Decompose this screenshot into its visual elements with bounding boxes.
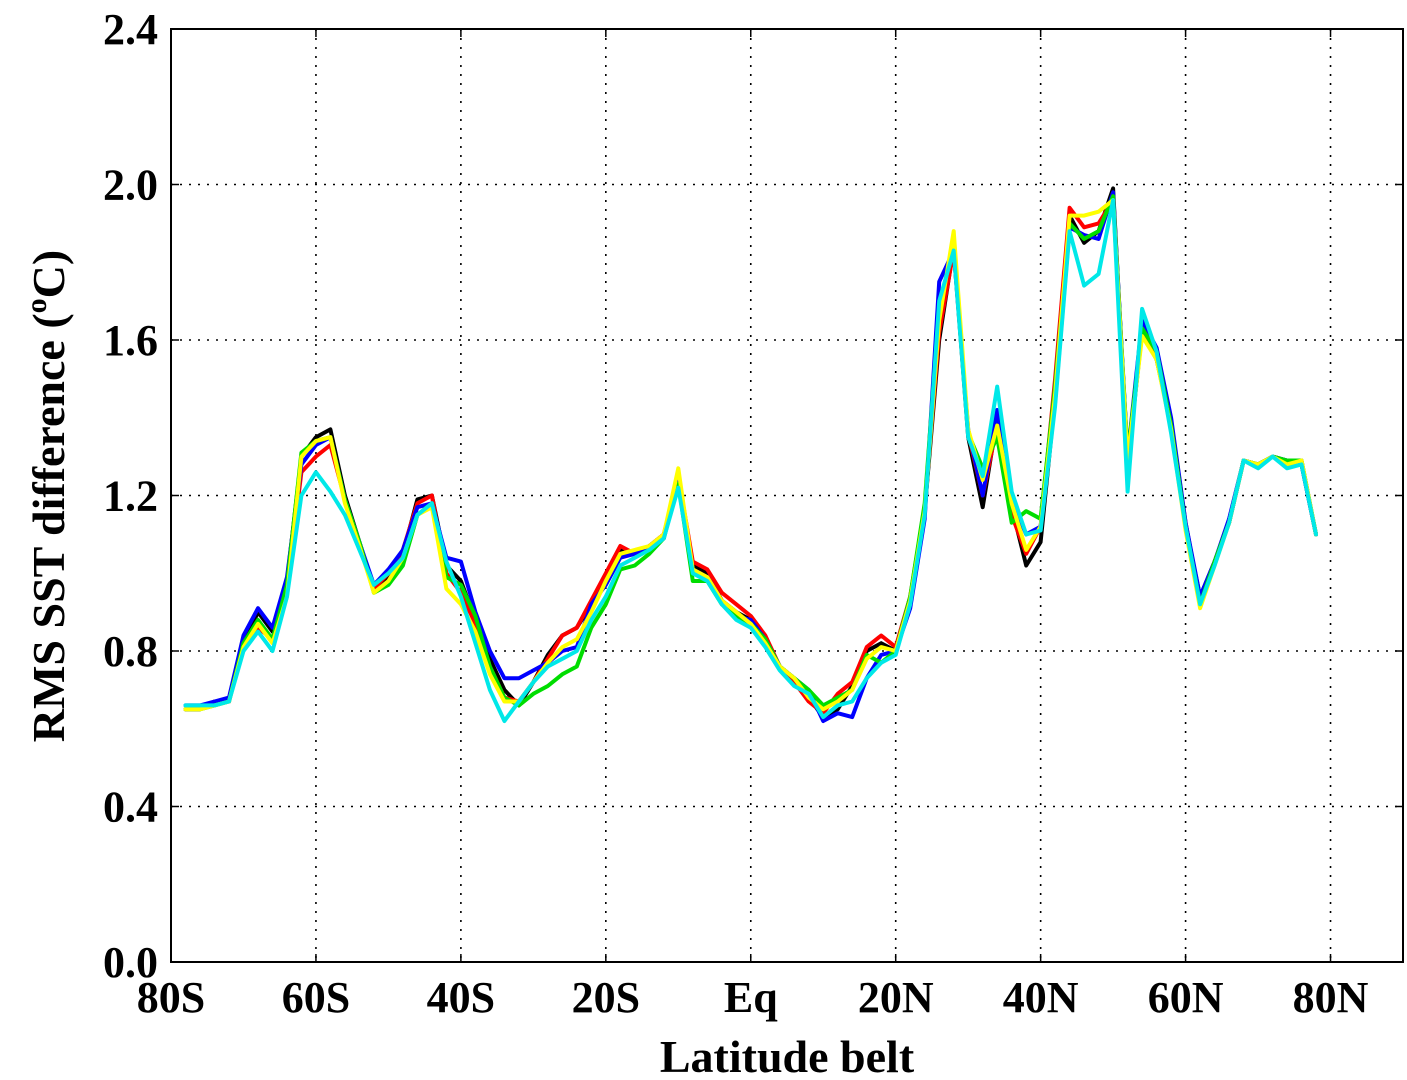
axis-ticks bbox=[170, 28, 1403, 963]
x-tick-label: 80N bbox=[1293, 973, 1369, 1022]
y-tick-label: 0.8 bbox=[103, 627, 158, 676]
grid-lines bbox=[171, 29, 1403, 962]
x-axis-title: Latitude belt bbox=[660, 1031, 915, 1080]
y-axis-title-superscript: o bbox=[20, 298, 53, 313]
y-tick-label: 2.4 bbox=[103, 5, 158, 54]
x-tick-label: 20S bbox=[572, 973, 640, 1022]
y-tick-label: 1.2 bbox=[103, 472, 158, 521]
y-tick-label: 0.0 bbox=[103, 938, 158, 987]
series-line-2 bbox=[183, 198, 1318, 716]
x-tick-label: 60N bbox=[1148, 973, 1224, 1022]
x-tick-label: 40N bbox=[1003, 973, 1079, 1022]
y-axis-title: RMS SST difference (oC) bbox=[20, 250, 74, 742]
y-tick-label: 2.0 bbox=[103, 161, 158, 210]
y-tick-label: 0.4 bbox=[103, 783, 158, 832]
x-tick-label: 20N bbox=[858, 973, 934, 1022]
x-tick-label: 80S bbox=[137, 973, 205, 1022]
x-tick-label: Eq bbox=[724, 973, 778, 1022]
series-line-6 bbox=[183, 198, 1318, 723]
y-axis-title-unit: C) bbox=[23, 250, 74, 299]
x-tick-label: 60S bbox=[282, 973, 350, 1022]
data-series bbox=[183, 186, 1318, 723]
y-axis-title-main: RMS SST difference ( bbox=[23, 313, 74, 742]
tick-labels: 80S 60S 40S 20S Eq 20N 40N 60N 80N 0.0 0.4 0.8 1.2 1.… bbox=[103, 5, 1369, 1022]
plot-frame bbox=[170, 28, 1404, 963]
x-tick-label: 40S bbox=[427, 973, 495, 1022]
y-tick-label: 1.6 bbox=[103, 316, 158, 365]
